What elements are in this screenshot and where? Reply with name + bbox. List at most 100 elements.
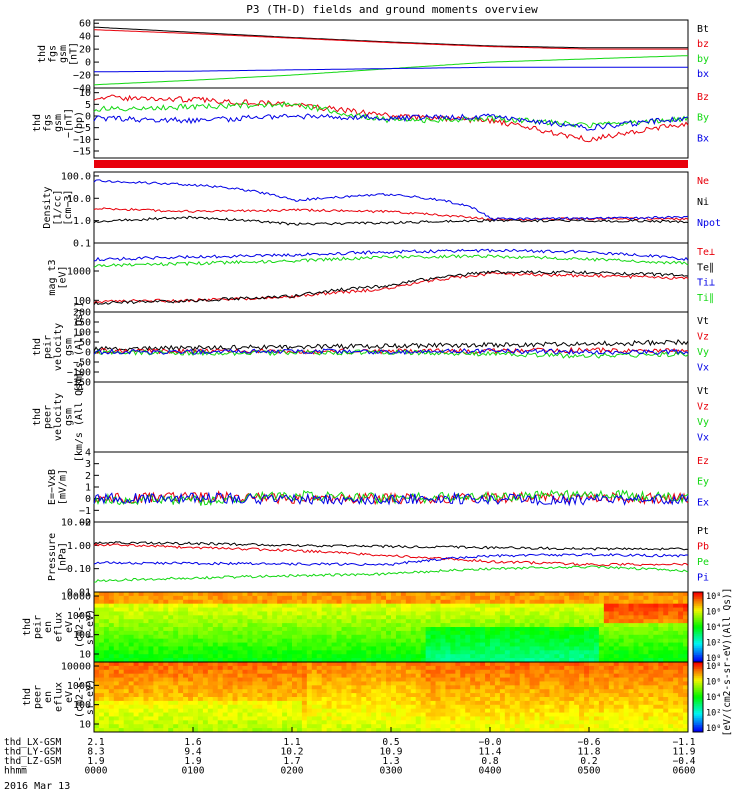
heatmap-cell bbox=[143, 712, 149, 717]
legend-label: Ne bbox=[697, 176, 709, 187]
heatmap-cell bbox=[123, 716, 130, 721]
heatmap-cell bbox=[410, 630, 417, 636]
heatmap-cell bbox=[668, 673, 674, 678]
heatmap-cell bbox=[603, 728, 610, 733]
heatmap-cell bbox=[331, 681, 337, 686]
heatmap-cell bbox=[272, 673, 278, 678]
heatmap-cell bbox=[252, 669, 258, 675]
colorbar-cell bbox=[693, 723, 703, 726]
heatmap-cell bbox=[158, 595, 164, 601]
heatmap-cell bbox=[381, 712, 387, 717]
heatmap-cell bbox=[252, 724, 258, 729]
heatmap-cell bbox=[287, 615, 293, 620]
heatmap-cell bbox=[618, 681, 625, 686]
heatmap-cell bbox=[400, 662, 407, 667]
heatmap-cell bbox=[227, 615, 233, 620]
heatmap-cell bbox=[490, 681, 496, 686]
colorbar-cell bbox=[693, 712, 703, 715]
heatmap-cell bbox=[94, 724, 100, 729]
heatmap-cell bbox=[485, 681, 491, 686]
heatmap-cell bbox=[212, 627, 219, 632]
heatmap-cell bbox=[490, 623, 496, 628]
heatmap-cell bbox=[193, 673, 199, 678]
heatmap-cell bbox=[509, 665, 516, 671]
heatmap-cell bbox=[435, 658, 441, 663]
heatmap-cell bbox=[663, 623, 669, 628]
heatmap-cell bbox=[539, 634, 545, 640]
heatmap-cell bbox=[292, 669, 298, 675]
heatmap-cell bbox=[118, 697, 125, 702]
heatmap-cell bbox=[455, 724, 461, 729]
heatmap-cell bbox=[257, 708, 263, 713]
heatmap-cell bbox=[178, 638, 184, 643]
heatmap-cell bbox=[480, 650, 486, 655]
heatmap-cell bbox=[480, 697, 486, 702]
heatmap-cell bbox=[410, 634, 417, 640]
heatmap-cell bbox=[262, 599, 268, 605]
heatmap-cell bbox=[128, 603, 134, 608]
heatmap-cell bbox=[163, 595, 169, 601]
heatmap-cell bbox=[470, 603, 476, 608]
heatmap-cell bbox=[603, 627, 610, 632]
heatmap-cell bbox=[267, 697, 273, 702]
heatmap-cell bbox=[663, 595, 669, 601]
heatmap-cell bbox=[123, 595, 130, 601]
heatmap-cell bbox=[301, 728, 308, 733]
y-axis-label: Density [1/cc] [cm−3] bbox=[42, 186, 74, 228]
heatmap-cell bbox=[673, 623, 679, 628]
heatmap-cell bbox=[658, 630, 664, 636]
heatmap-cell bbox=[237, 623, 243, 628]
heatmap-cell bbox=[643, 700, 649, 706]
heatmap-cell bbox=[623, 720, 629, 725]
heatmap-cell bbox=[292, 623, 298, 628]
heatmap-cell bbox=[272, 603, 278, 608]
heatmap-cell bbox=[123, 677, 130, 682]
heatmap-cell bbox=[499, 592, 506, 597]
heatmap-cell bbox=[232, 646, 238, 651]
heatmap-cell bbox=[589, 595, 595, 601]
heatmap-cell bbox=[272, 607, 278, 612]
heatmap-cell bbox=[683, 615, 689, 620]
heatmap-cell bbox=[480, 630, 486, 636]
heatmap-cell bbox=[603, 673, 610, 678]
heatmap-cell bbox=[519, 669, 526, 675]
heatmap-cell bbox=[173, 665, 179, 671]
heatmap-cell bbox=[564, 623, 570, 628]
heatmap-cell bbox=[643, 685, 649, 690]
colorbar-cell bbox=[693, 628, 703, 631]
heatmap-cell bbox=[574, 673, 580, 678]
heatmap-cell bbox=[138, 677, 144, 682]
heatmap-cell bbox=[574, 623, 580, 628]
heatmap-cell bbox=[425, 669, 431, 675]
heatmap-cell bbox=[301, 658, 308, 663]
heatmap-cell bbox=[311, 634, 318, 640]
heatmap-cell bbox=[603, 650, 610, 655]
heatmap-cell bbox=[212, 704, 219, 710]
heatmap-cell bbox=[485, 700, 491, 706]
heatmap-cell bbox=[494, 712, 501, 717]
heatmap-cell bbox=[103, 658, 110, 663]
heatmap-cell bbox=[108, 681, 115, 686]
heatmap-cell bbox=[158, 720, 164, 725]
heatmap-cell bbox=[608, 665, 615, 671]
heatmap-cell bbox=[613, 592, 620, 597]
heatmap-cell bbox=[653, 708, 659, 713]
heatmap-cell bbox=[193, 712, 199, 717]
heatmap-cell bbox=[183, 611, 189, 616]
heatmap-cell bbox=[118, 669, 125, 675]
heatmap-cell bbox=[381, 619, 387, 624]
heatmap-cell bbox=[222, 595, 229, 601]
heatmap-cell bbox=[237, 689, 243, 694]
heatmap-cell bbox=[183, 689, 189, 694]
heatmap-cell bbox=[277, 704, 283, 710]
colorbar-cell bbox=[693, 651, 703, 654]
heatmap-cell bbox=[366, 669, 372, 675]
heatmap-cell bbox=[237, 697, 243, 702]
heatmap-cell bbox=[282, 693, 288, 698]
heatmap-cell bbox=[113, 607, 120, 612]
heatmap-cell bbox=[113, 724, 120, 729]
heatmap-cell bbox=[361, 623, 367, 628]
heatmap-cell bbox=[435, 646, 441, 651]
heatmap-cell bbox=[405, 595, 412, 601]
heatmap-cell bbox=[420, 654, 427, 659]
